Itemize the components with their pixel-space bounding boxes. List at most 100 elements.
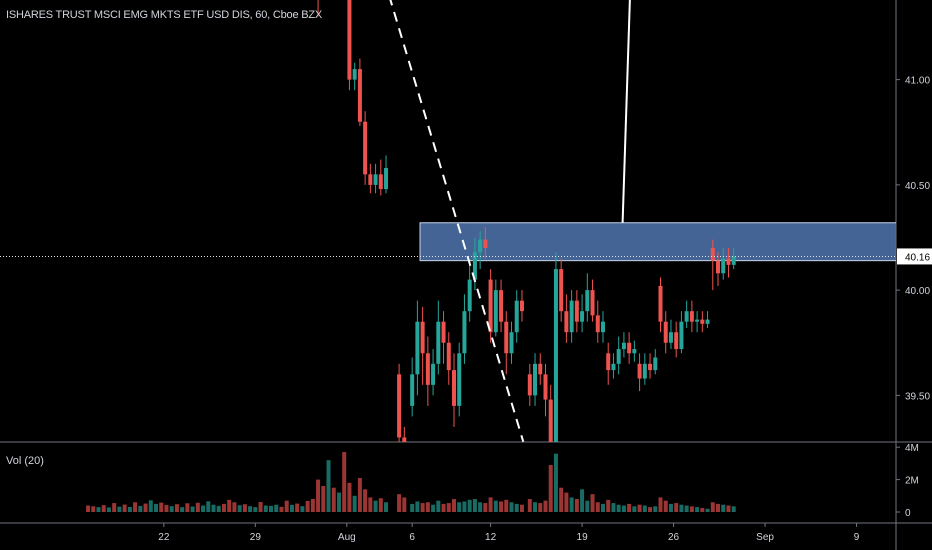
volume-bar	[242, 504, 247, 512]
dashed-trendline[interactable]	[281, 0, 525, 442]
volume-bar	[648, 507, 653, 512]
volume-bar	[519, 504, 524, 512]
volume-bar	[721, 504, 726, 512]
volume-bar	[397, 494, 402, 512]
volume-bar	[689, 506, 694, 512]
volume-bar	[533, 502, 538, 512]
volume-bar	[310, 499, 315, 512]
candle	[493, 279, 498, 337]
volume-bar	[621, 505, 626, 512]
volume-bar	[237, 505, 242, 512]
candle	[384, 155, 389, 194]
candle	[425, 336, 430, 406]
candle	[378, 159, 383, 196]
candle	[347, 0, 352, 91]
volume-tick-label: 4M	[905, 443, 919, 454]
time-tick-label: 19	[577, 532, 589, 543]
zone-rectangle-2[interactable]	[419, 222, 932, 262]
volume-bar	[488, 497, 493, 512]
volume-bar	[185, 503, 190, 512]
candle	[543, 363, 548, 417]
candle	[483, 226, 488, 259]
candle	[504, 311, 509, 375]
candle	[533, 353, 538, 406]
volume-bar	[467, 499, 472, 512]
candle	[637, 353, 642, 392]
up-arrow[interactable]	[621, 0, 637, 223]
volume-bar	[279, 506, 284, 512]
volume-bar	[679, 504, 684, 512]
time-tick-label: 12	[485, 532, 497, 543]
volume-bar	[695, 507, 700, 512]
candle	[674, 321, 679, 358]
candle	[731, 248, 736, 270]
volume-bar	[478, 502, 483, 512]
candle	[726, 248, 731, 278]
volume-bar	[509, 502, 514, 512]
volume-bar	[441, 503, 446, 512]
time-tick-label: Aug	[338, 532, 356, 543]
candle	[509, 321, 514, 364]
volume-bar	[169, 506, 174, 512]
candle	[642, 353, 647, 385]
candle	[621, 332, 626, 358]
volume-bar	[600, 503, 605, 512]
candle	[684, 300, 689, 329]
volume-bar	[117, 506, 122, 512]
volume-bar	[180, 507, 185, 512]
volume-bar	[538, 503, 543, 512]
volume-tick-label: 2M	[905, 476, 919, 487]
volume-bar	[585, 500, 590, 512]
volume-bar	[700, 507, 705, 512]
volume-bar	[653, 506, 658, 512]
candle	[705, 311, 710, 329]
time-tick-label: 9	[854, 532, 860, 543]
volume-bar	[616, 504, 621, 512]
candle	[695, 311, 700, 333]
time-tick-label: 29	[250, 532, 262, 543]
volume-bar	[553, 453, 558, 512]
volume-bar	[716, 503, 721, 512]
volume-bar	[106, 507, 111, 512]
volume-bar	[410, 503, 415, 512]
volume-bar	[373, 500, 378, 512]
volume-bar	[436, 500, 441, 512]
volume-bar	[295, 503, 300, 512]
candle	[357, 58, 362, 126]
candle	[368, 163, 373, 194]
candle	[648, 353, 653, 379]
candle	[397, 363, 402, 442]
volume-bar	[627, 503, 632, 512]
volume-bar	[96, 507, 101, 512]
candle	[632, 340, 637, 362]
volume-bar	[148, 500, 153, 512]
volume-bar	[368, 497, 373, 512]
volume-bar	[221, 503, 226, 512]
volume-bar	[347, 482, 352, 512]
volume-bar	[472, 499, 477, 512]
volume-bar	[112, 503, 117, 512]
candle	[415, 300, 420, 396]
volume-bar	[263, 505, 268, 512]
volume-bar	[227, 499, 232, 512]
candle	[710, 239, 715, 291]
volume-bar	[336, 492, 341, 512]
candle	[467, 264, 472, 322]
candle	[606, 342, 611, 385]
volume-bar	[269, 505, 274, 512]
volume-bar	[206, 501, 211, 512]
volume-bar	[159, 502, 164, 512]
price-pane	[317, 0, 932, 442]
volume-bar	[663, 500, 668, 512]
volume-bar	[580, 489, 585, 512]
volume-bar	[504, 499, 509, 512]
volume-bar	[284, 500, 289, 512]
volume-bar	[321, 486, 326, 512]
candle	[462, 294, 467, 364]
price-tick-label: 41.00	[905, 76, 930, 87]
volume-bar	[548, 465, 553, 512]
volume-bar	[122, 504, 127, 512]
candle	[585, 273, 590, 322]
volume-bar	[153, 503, 158, 512]
